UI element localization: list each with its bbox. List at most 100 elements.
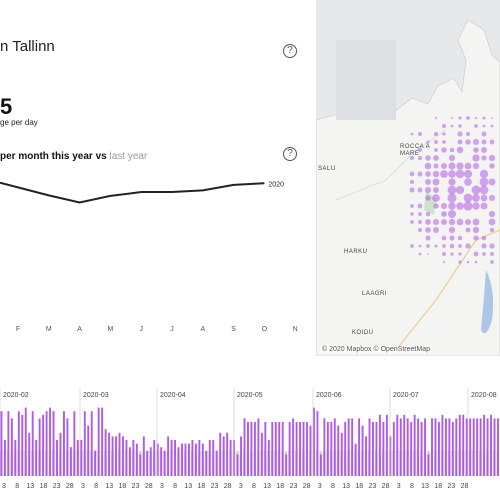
month-label: 2020-04 xyxy=(160,392,186,399)
bar xyxy=(181,443,183,476)
x-tick-label: 13 xyxy=(421,483,429,490)
data-dot xyxy=(482,124,486,128)
data-dot xyxy=(479,177,489,187)
bar xyxy=(479,418,482,476)
month-label: 2020-07 xyxy=(393,392,419,399)
bar xyxy=(49,407,52,476)
data-dot xyxy=(418,244,422,248)
data-dot xyxy=(425,171,431,177)
x-tick-label: M xyxy=(46,326,52,333)
data-dot xyxy=(440,170,448,178)
bar xyxy=(111,436,114,476)
data-dot xyxy=(458,124,462,128)
help-circle-icon[interactable]: ? xyxy=(283,44,297,58)
x-tick-label: 18 xyxy=(434,483,442,490)
data-dot xyxy=(441,211,447,217)
bar xyxy=(469,418,472,476)
data-dot xyxy=(451,117,453,119)
data-dot xyxy=(472,154,480,162)
data-dot xyxy=(440,202,448,210)
data-dot xyxy=(448,162,456,170)
data-dot xyxy=(490,124,494,128)
bar xyxy=(483,414,486,476)
bar xyxy=(42,414,45,476)
data-dot xyxy=(409,187,415,193)
data-dot xyxy=(481,243,487,249)
bar xyxy=(28,432,31,476)
bar xyxy=(215,450,218,476)
data-dot xyxy=(455,185,465,195)
bar xyxy=(149,447,152,476)
kpi-value: 5 xyxy=(0,94,13,119)
data-dot xyxy=(448,170,456,178)
bar xyxy=(260,432,263,476)
x-tick-label: 18 xyxy=(276,483,284,490)
bar xyxy=(45,411,48,476)
bar xyxy=(434,418,437,476)
bar xyxy=(406,418,409,476)
data-dot xyxy=(463,193,473,203)
monthly-line-chart: 2020 F M A M J J A S O N xyxy=(0,181,298,333)
bar xyxy=(73,411,76,476)
help-circle-icon[interactable]: ? xyxy=(283,147,297,161)
bar xyxy=(108,432,111,476)
bar xyxy=(344,422,347,476)
bar xyxy=(319,454,322,476)
data-dot xyxy=(432,218,440,226)
map-canvas[interactable] xyxy=(316,0,500,356)
x-tick-label: 3 xyxy=(160,483,164,490)
bar xyxy=(313,407,315,476)
bar xyxy=(253,422,256,476)
data-dot xyxy=(409,179,415,185)
x-tick-label: 23 xyxy=(132,483,140,490)
month-label: 2020-05 xyxy=(237,392,263,399)
data-dot xyxy=(448,226,456,234)
map-attribution[interactable]: © 2020 Mapbox © OpenStreetMap xyxy=(320,346,432,353)
x-tick-label: 13 xyxy=(26,483,34,490)
x-tick-label: 23 xyxy=(211,483,219,490)
data-dot xyxy=(442,252,446,256)
data-dot xyxy=(417,171,423,177)
map-view[interactable]: SALU HARKU LAAGRI KOIDU ROCCA A MARE © 2… xyxy=(316,0,500,356)
data-dot xyxy=(447,209,457,219)
data-dot xyxy=(456,162,464,170)
bar xyxy=(14,440,17,476)
bar xyxy=(80,440,83,476)
bar xyxy=(378,414,381,476)
bar xyxy=(306,422,308,476)
data-dot xyxy=(480,194,488,202)
bar xyxy=(264,422,267,476)
place-label: SALU xyxy=(318,166,336,172)
data-dot xyxy=(433,163,439,169)
bar xyxy=(399,418,402,476)
data-dot xyxy=(472,226,480,234)
data-dot xyxy=(425,235,431,241)
data-dot xyxy=(434,116,438,120)
bar xyxy=(285,454,288,476)
sea-block xyxy=(336,40,396,120)
data-dot xyxy=(473,251,479,257)
daily-bar-chart: 2020-02 2020-03 2020-04 2020-05 2020-06 2020-… xyxy=(0,388,499,490)
data-dot xyxy=(450,124,454,128)
x-tick-label: 8 xyxy=(331,483,335,490)
bar xyxy=(431,418,433,476)
data-dot xyxy=(482,252,486,256)
bar xyxy=(476,418,479,476)
bar xyxy=(122,436,124,476)
bar xyxy=(323,418,326,476)
series-label: 2020 xyxy=(268,181,284,188)
data-dot xyxy=(417,203,423,209)
bar xyxy=(76,440,79,476)
x-tick-label: 3 xyxy=(397,483,401,490)
x-tick-label: 3 xyxy=(239,483,243,490)
data-dot xyxy=(447,193,457,203)
x-tick-label: 3 xyxy=(318,483,322,490)
month-label: 2020-02 xyxy=(3,392,29,399)
data-dot xyxy=(458,252,462,256)
data-dot xyxy=(418,220,422,224)
bar xyxy=(188,443,190,476)
bar xyxy=(441,414,444,476)
bar xyxy=(288,422,291,476)
data-dot xyxy=(465,131,471,137)
bar xyxy=(385,414,388,476)
